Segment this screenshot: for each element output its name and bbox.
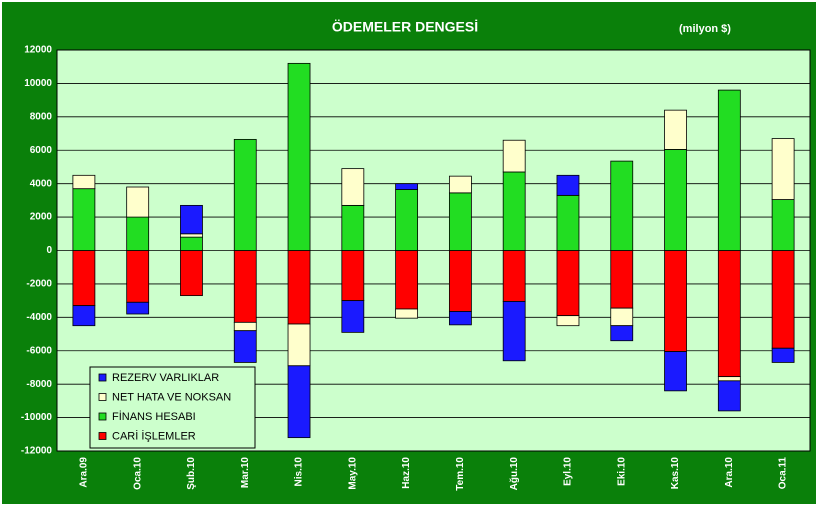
bar-segment xyxy=(126,186,150,218)
bar-segment xyxy=(448,311,472,326)
legend-swatch xyxy=(98,373,107,382)
x-tick-label: Oca.11 xyxy=(778,457,789,490)
bar-segment xyxy=(610,307,634,327)
x-tick-label: Tem.10 xyxy=(455,457,466,491)
chart-subtitle: (milyon $) xyxy=(679,23,731,35)
x-tick-label: May.10 xyxy=(347,457,358,490)
bar-segment xyxy=(771,250,795,349)
x-tick-label: Eki.10 xyxy=(616,457,627,486)
bar-segment xyxy=(556,174,580,196)
bar-segment xyxy=(717,380,741,412)
bar-segment xyxy=(395,308,419,319)
y-tick-label: -4000 xyxy=(26,312,52,323)
x-tick-label: Ara.09 xyxy=(79,457,90,488)
chart-title: ÖDEMELER DENGESİ xyxy=(332,19,478,35)
legend-label: FİNANS HESABI xyxy=(112,410,196,423)
bar-segment xyxy=(502,250,526,302)
bar-segment xyxy=(717,376,741,382)
bar-segment xyxy=(126,301,150,315)
bar-segment xyxy=(287,62,311,251)
bar-segment xyxy=(610,160,634,251)
bar-segment xyxy=(341,168,365,206)
bar-segment xyxy=(72,174,96,190)
bar-segment xyxy=(287,250,311,325)
bar-segment xyxy=(72,250,96,307)
y-tick-label: -6000 xyxy=(26,345,52,356)
legend-label: REZERV VARLIKLAR xyxy=(112,372,219,384)
bar-segment xyxy=(395,250,419,310)
bar-segment xyxy=(72,305,96,327)
bar-segment xyxy=(610,325,634,342)
bar-segment xyxy=(233,330,257,363)
bar-segment xyxy=(771,138,795,200)
y-tick-label: 6000 xyxy=(30,145,53,156)
x-tick-label: Kas.10 xyxy=(670,457,681,490)
bar-segment xyxy=(448,192,472,251)
bar-segment xyxy=(556,315,580,327)
bar-segment xyxy=(771,347,795,363)
y-tick-label: 4000 xyxy=(30,178,53,189)
y-tick-label: -12000 xyxy=(21,446,53,457)
legend-box xyxy=(89,366,256,449)
bar-segment xyxy=(448,175,472,194)
bar-segment xyxy=(126,250,150,303)
bar-segment xyxy=(664,149,687,251)
y-tick-label: -8000 xyxy=(26,379,52,390)
bar-segment xyxy=(233,250,257,323)
bar-segment xyxy=(72,188,96,251)
bar-segment xyxy=(771,199,795,251)
bar-segment xyxy=(502,139,526,173)
bar-segment xyxy=(126,216,150,251)
x-tick-label: Mar.10 xyxy=(240,457,251,489)
y-tick-label: -10000 xyxy=(21,412,53,423)
bar-segment xyxy=(180,236,203,251)
legend-swatch xyxy=(98,412,107,421)
bar-segment xyxy=(717,250,741,378)
bar-segment xyxy=(610,250,634,309)
legend-label: NET HATA VE NOKSAN xyxy=(112,391,231,403)
bar-segment xyxy=(717,89,741,251)
bar-segment xyxy=(180,204,203,235)
bar-segment xyxy=(664,351,687,392)
legend-label: CARİ İŞLEMLER xyxy=(112,429,196,442)
x-tick-label: Haz.10 xyxy=(401,457,412,489)
bar-segment xyxy=(287,365,311,439)
bar-segment xyxy=(233,138,257,251)
x-tick-label: Şub.10 xyxy=(186,457,197,490)
legend-swatch xyxy=(98,393,107,401)
y-tick-label: 12000 xyxy=(24,45,52,56)
bar-segment xyxy=(287,323,311,367)
bar-segment xyxy=(556,194,580,251)
bar-segment xyxy=(341,204,365,251)
bar-segment xyxy=(664,109,687,150)
x-tick-label: Eyl.10 xyxy=(563,457,574,486)
y-tick-label: 8000 xyxy=(30,111,53,122)
bar-segment xyxy=(233,321,257,332)
bar-segment xyxy=(180,250,203,297)
legend-swatch xyxy=(98,432,107,440)
bar-segment xyxy=(395,183,419,190)
bar-segment xyxy=(502,171,526,251)
y-tick-label: 2000 xyxy=(30,212,53,223)
x-tick-label: Ağu.10 xyxy=(509,457,520,491)
bar-segment xyxy=(341,300,365,333)
bar-segment xyxy=(502,301,526,362)
y-tick-label: -2000 xyxy=(26,279,52,290)
x-tick-label: Oca.10 xyxy=(132,457,143,490)
bar-segment xyxy=(341,250,365,302)
bar-segment xyxy=(448,250,472,312)
bar-segment xyxy=(180,233,203,238)
y-tick-label: 0 xyxy=(46,245,52,256)
y-tick-label: 10000 xyxy=(24,78,52,89)
x-tick-label: Ara.10 xyxy=(724,457,735,488)
x-tick-label: Nis.10 xyxy=(294,457,305,487)
bar-segment xyxy=(664,250,687,352)
bar-segment xyxy=(556,250,580,317)
bar-segment xyxy=(395,189,419,251)
